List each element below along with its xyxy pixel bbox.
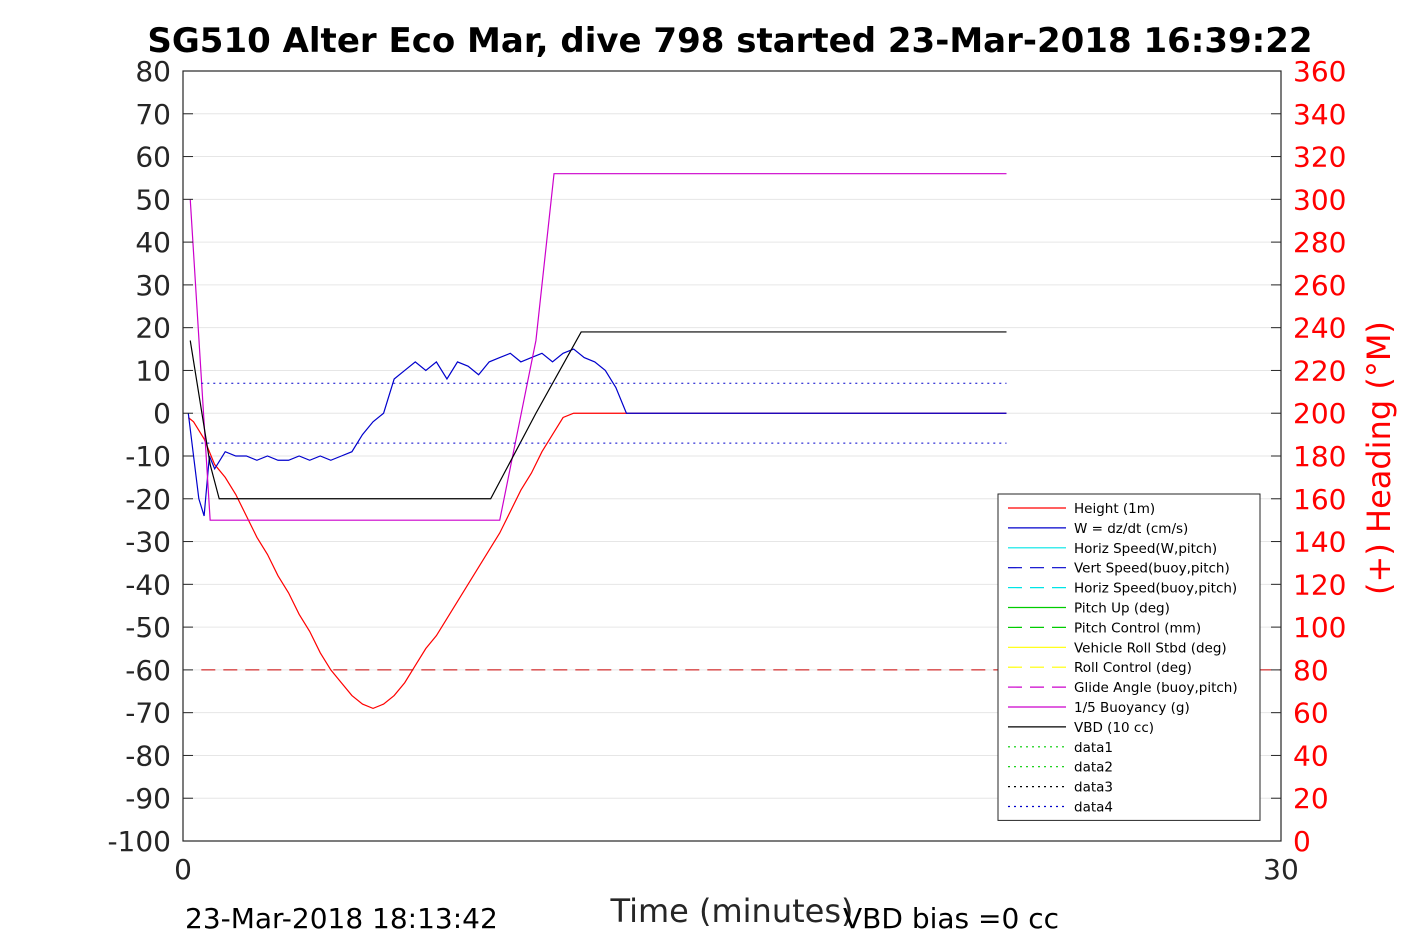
x-axis-ticks: 0 30: [174, 831, 1299, 886]
y2-tick-label: 160: [1293, 483, 1346, 516]
x-axis-label: Time (minutes): [610, 892, 854, 930]
y2-tick-label: 60: [1293, 697, 1329, 730]
y2-tick-label: 360: [1293, 55, 1346, 88]
legend-entry: Pitch Up (deg): [1074, 601, 1170, 617]
legend-entry: Horiz Speed(W,pitch): [1074, 541, 1217, 557]
y2-tick-label: 80: [1293, 654, 1329, 687]
y-tick-label: 40: [135, 226, 171, 259]
legend-entry: Roll Control (deg): [1074, 660, 1192, 676]
y2-tick-label: 100: [1293, 611, 1346, 644]
y-tick-label: 50: [135, 183, 171, 216]
y-tick-label: -70: [125, 697, 171, 730]
footer-vbd-bias: VBD bias =0 cc: [843, 902, 1059, 935]
y-tick-label: 30: [135, 269, 171, 302]
legend-box: [997, 493, 1261, 821]
y2-tick-label: 240: [1293, 312, 1346, 345]
y-tick-label: 60: [135, 141, 171, 174]
chart-title: SG510 Alter Eco Mar, dive 798 started 23…: [147, 21, 1312, 61]
y2-tick-label: 0: [1293, 825, 1311, 858]
footer-timestamp: 23-Mar-2018 18:13:42: [185, 902, 498, 935]
legend-entry: Horiz Speed(buoy,pitch): [1074, 581, 1237, 597]
series-line: [189, 331, 1007, 500]
y-tick-label: 80: [135, 55, 171, 88]
x-tick-label: 30: [1263, 853, 1299, 886]
legend-entry: Vert Speed(buoy,pitch): [1074, 561, 1230, 577]
y2-tick-label: 140: [1293, 526, 1346, 559]
y-tick-label: 10: [135, 354, 171, 387]
y-tick-label: -80: [125, 739, 171, 772]
y2-tick-label: 220: [1293, 354, 1346, 387]
y2-tick-label: 40: [1293, 739, 1329, 772]
y2-tick-label: 260: [1293, 269, 1346, 302]
right-axis-label: (+) Heading (°M): [1360, 321, 1398, 595]
x-tick-label: 0: [174, 853, 192, 886]
y-tick-label: -10: [125, 440, 171, 473]
right-axis-ticks: 3603403203002802602402202001801601401201…: [1271, 55, 1346, 858]
legend-entry: W = dz/dt (cm/s): [1074, 521, 1188, 537]
left-axis-ticks: 80 70 60 50 40 30 20 10 0 -10 -20 -30 -40 -50 -60 -70 -8…: [107, 55, 193, 858]
legend: Height (1m) W = dz/dt (cm/s) Horiz Speed(W…: [997, 493, 1261, 821]
y-tick-label: 0: [153, 397, 171, 430]
legend-entry: Vehicle Roll Stbd (deg): [1074, 640, 1227, 656]
legend-entry: 1/5 Buoyancy (g): [1074, 700, 1190, 716]
legend-entry: data4: [1074, 800, 1113, 816]
y-tick-label: -100: [107, 825, 171, 858]
series-line: [189, 173, 1007, 521]
legend-entry: VBD (10 cc): [1074, 720, 1154, 736]
y-tick-label: -90: [125, 782, 171, 815]
y-tick-label: -40: [125, 568, 171, 601]
y2-tick-label: 300: [1293, 183, 1346, 216]
y-tick-label: -30: [125, 526, 171, 559]
legend-entry: Height (1m): [1074, 501, 1155, 517]
y2-tick-label: 200: [1293, 397, 1346, 430]
y-tick-label: -20: [125, 483, 171, 516]
y2-tick-label: 120: [1293, 568, 1346, 601]
y-tick-label: 20: [135, 312, 171, 345]
y2-tick-label: 340: [1293, 98, 1346, 131]
legend-entry: data3: [1074, 780, 1113, 796]
y-tick-label: 70: [135, 98, 171, 131]
y2-tick-label: 280: [1293, 226, 1346, 259]
legend-entry: Pitch Control (mm): [1074, 620, 1201, 636]
series-layer: [187, 173, 1281, 710]
y2-tick-label: 20: [1293, 782, 1329, 815]
series-line: [187, 412, 1007, 710]
y2-tick-label: 320: [1293, 141, 1346, 174]
legend-entry: data2: [1074, 760, 1113, 776]
y-tick-label: -50: [125, 611, 171, 644]
legend-entry: data1: [1074, 740, 1113, 756]
legend-entry: Glide Angle (buoy,pitch): [1074, 680, 1238, 696]
y2-tick-label: 180: [1293, 440, 1346, 473]
y-tick-label: -60: [125, 654, 171, 687]
series-line: [187, 348, 1007, 517]
